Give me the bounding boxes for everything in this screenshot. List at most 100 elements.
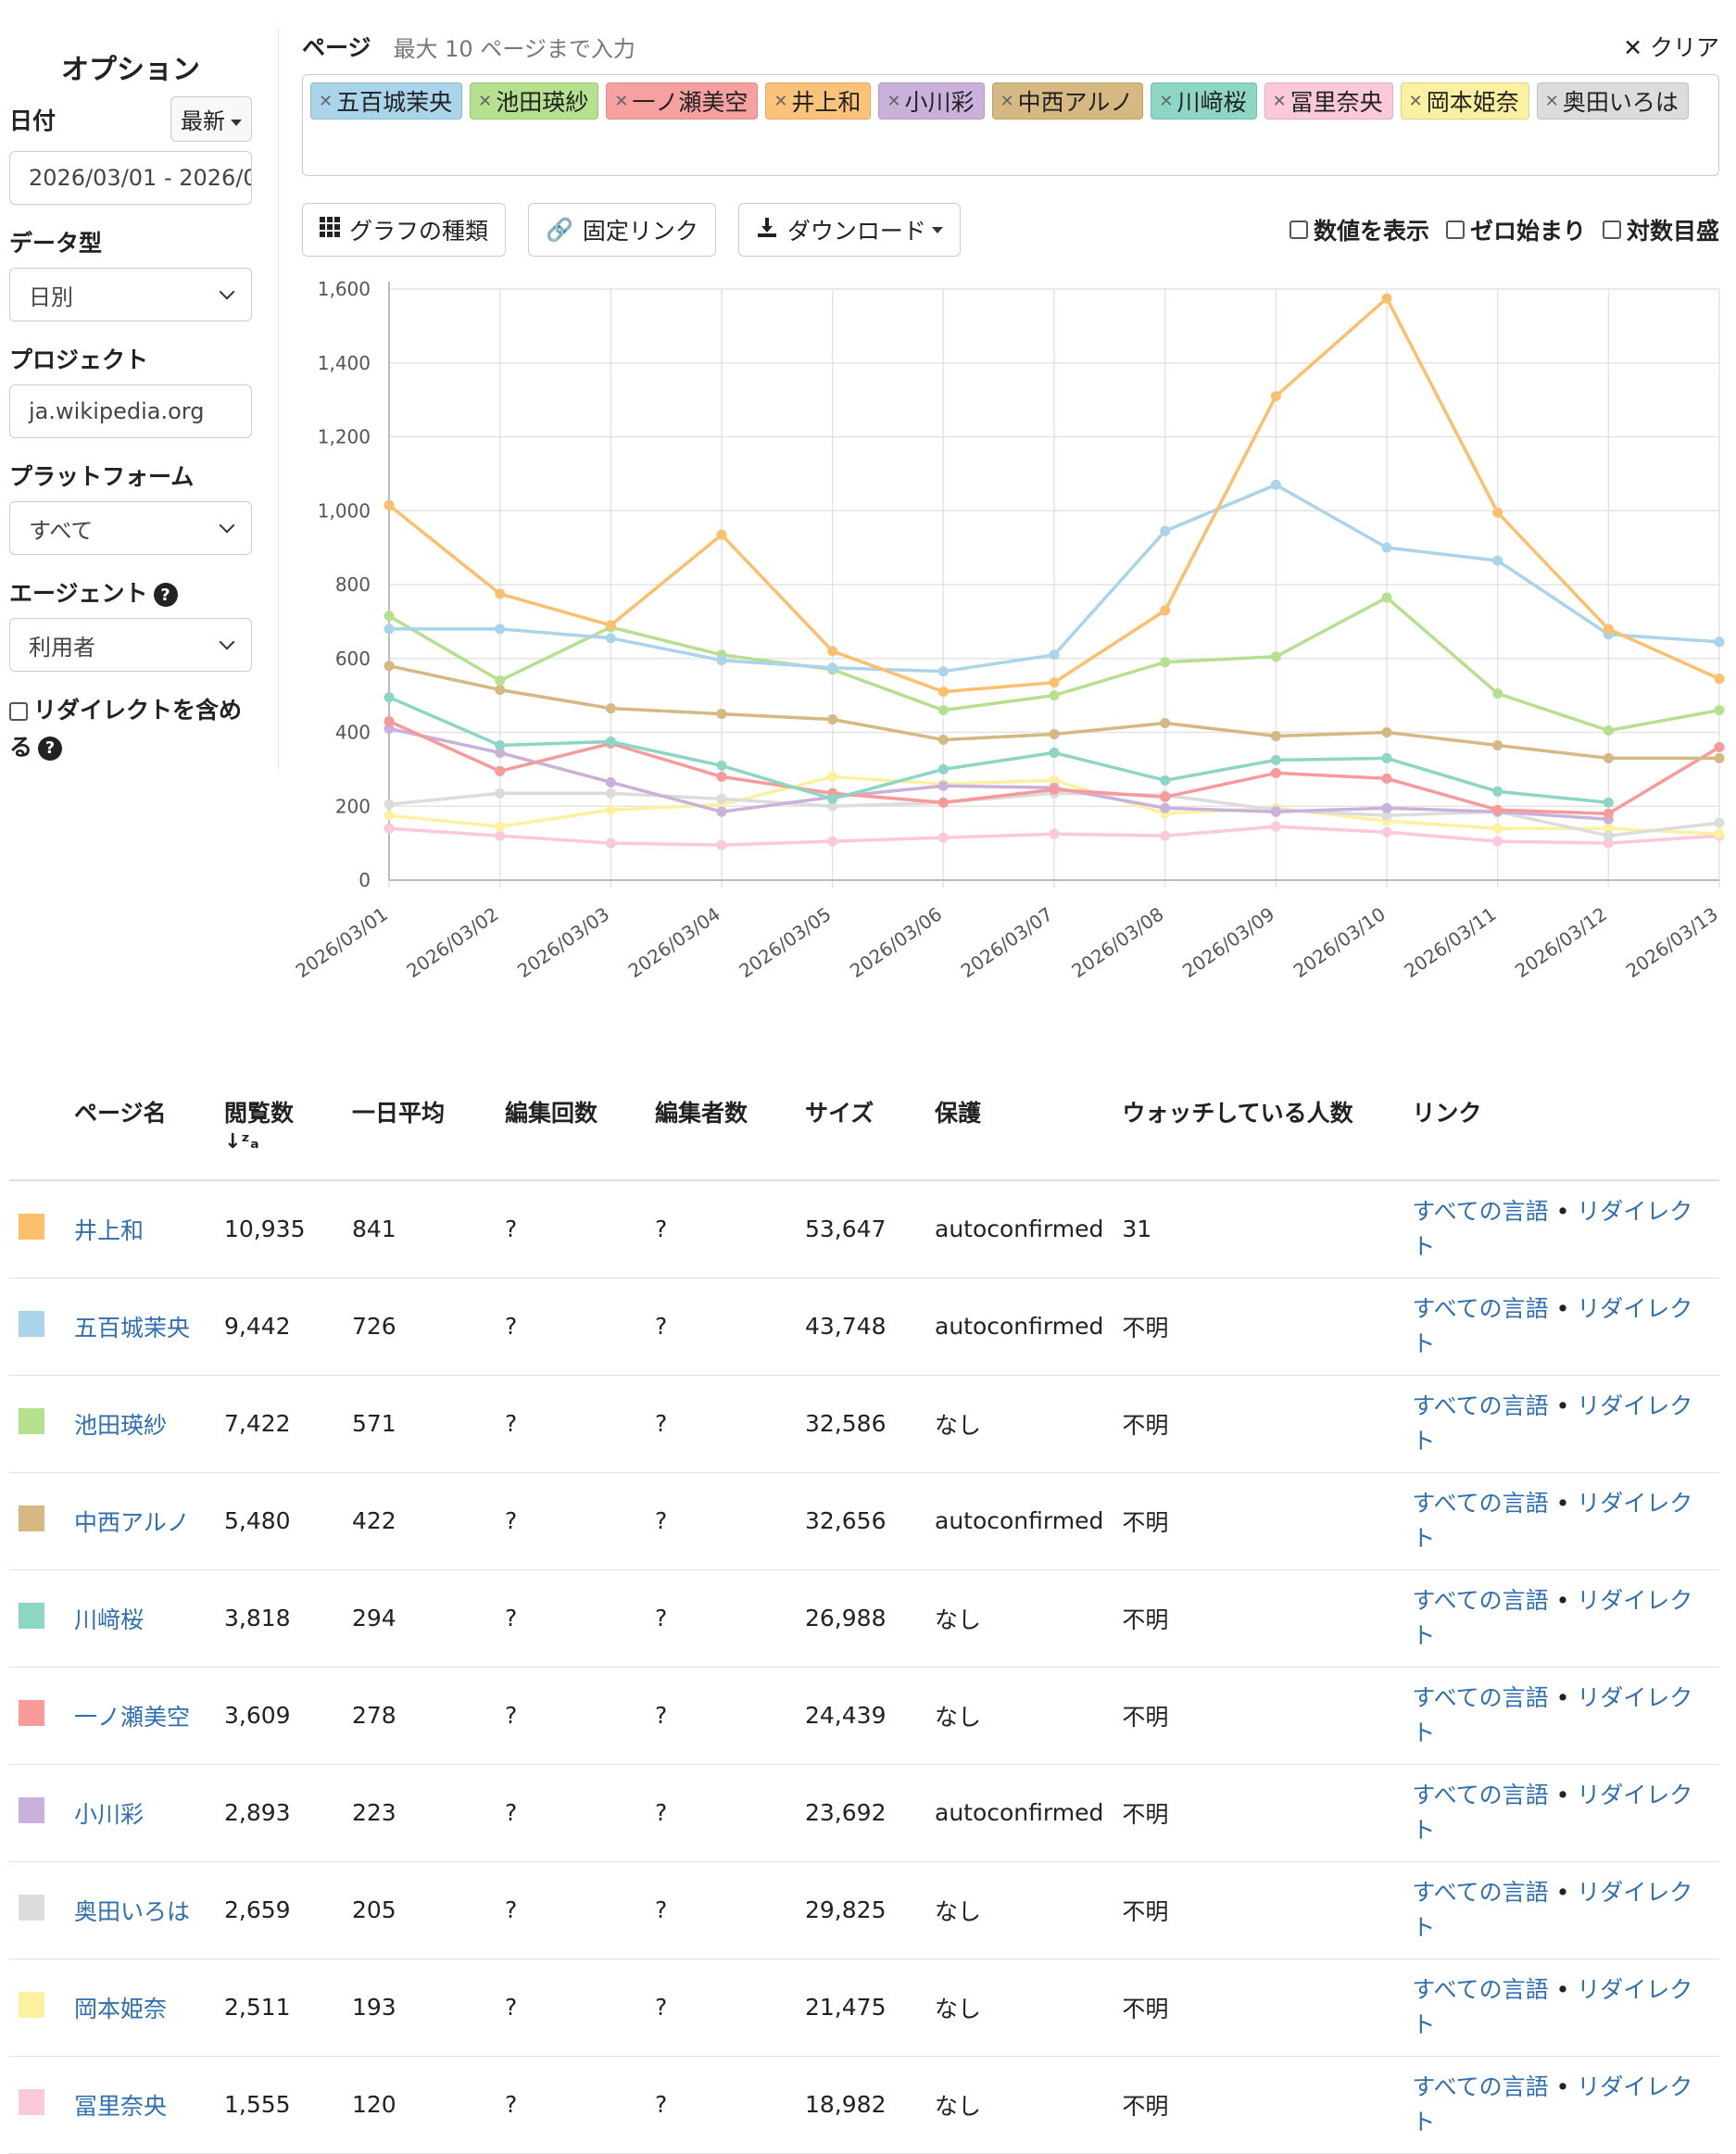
all-languages-link[interactable]: すべての言語: [1412, 1392, 1549, 1419]
edits-cell: ?: [496, 1375, 646, 1473]
size-cell: 53,647: [796, 1180, 925, 1279]
begin-zero-option[interactable]: ゼロ始まり: [1445, 213, 1586, 246]
page-name-link[interactable]: 井上和: [74, 1216, 145, 1244]
show-values-option[interactable]: 数値を表示: [1289, 213, 1429, 246]
all-languages-link[interactable]: すべての言語: [1412, 1781, 1549, 1808]
data-point: [1049, 690, 1060, 701]
col-header-edits[interactable]: 編集回数: [496, 1084, 646, 1181]
chart-type-button[interactable]: グラフの種類: [302, 203, 507, 257]
platform-select[interactable]: すべて: [9, 501, 252, 555]
data-point: [1160, 775, 1171, 786]
col-header-watchers[interactable]: ウォッチしている人数: [1113, 1084, 1403, 1181]
col-header-protection[interactable]: 保護: [925, 1084, 1113, 1181]
clear-button[interactable]: ✕ クリア: [1623, 30, 1719, 63]
page-name-cell: 奥田いろは: [65, 1861, 215, 1959]
log-scale-checkbox[interactable]: [1602, 220, 1621, 239]
page-tag[interactable]: ✕ 小川彩: [878, 82, 985, 120]
agent-select[interactable]: 利用者: [9, 618, 252, 672]
redirects-link[interactable]: リダイレクト: [1412, 1683, 1693, 1746]
redirects-link[interactable]: リダイレクト: [1412, 1489, 1693, 1552]
col-header-size[interactable]: サイズ: [796, 1084, 925, 1181]
redirects-link[interactable]: リダイレクト: [1412, 1878, 1693, 1941]
page-tag[interactable]: ✕ 中西アルノ: [991, 82, 1144, 120]
remove-tag-icon[interactable]: ✕: [887, 91, 901, 111]
redirects-link[interactable]: リダイレクト: [1412, 1197, 1693, 1260]
page-tag-label: 小川彩: [904, 89, 975, 116]
page-name-link[interactable]: 奥田いろは: [74, 1897, 191, 1925]
protection-cell: なし: [925, 1861, 1113, 1959]
remove-tag-icon[interactable]: ✕: [1408, 91, 1423, 111]
remove-tag-icon[interactable]: ✕: [1544, 91, 1559, 111]
log-scale-option[interactable]: 対数目盛: [1602, 213, 1719, 246]
daily-average-cell: 223: [343, 1764, 496, 1862]
date-range-input[interactable]: 2026/03/01 - 2026/03/13: [9, 151, 252, 205]
remove-tag-icon[interactable]: ✕: [478, 91, 493, 111]
page-tag[interactable]: ✕ 冨里奈央: [1264, 82, 1393, 120]
all-languages-link[interactable]: すべての言語: [1412, 1586, 1549, 1614]
daily-average-cell: 294: [343, 1569, 496, 1668]
all-languages-link[interactable]: すべての言語: [1412, 1197, 1549, 1225]
editors-cell: ?: [646, 1764, 796, 1862]
col-header-views[interactable]: 閲覧数 ↓ᶻₐ: [215, 1084, 343, 1181]
help-icon[interactable]: ?: [38, 737, 63, 761]
page-name-link[interactable]: 池田瑛紗: [74, 1411, 168, 1439]
download-button[interactable]: ダウンロード: [737, 203, 961, 257]
data-point: [1049, 677, 1060, 688]
data-point: [1270, 754, 1281, 765]
col-header-editors[interactable]: 編集者数: [646, 1084, 796, 1181]
remove-tag-icon[interactable]: ✕: [1159, 91, 1174, 111]
links-cell: すべての言語 • リダイレクト: [1403, 1764, 1719, 1862]
redirects-link[interactable]: リダイレクト: [1412, 1586, 1693, 1649]
page-tag[interactable]: ✕ 岡本姫奈: [1400, 82, 1529, 120]
col-header-page-name[interactable]: ページ名: [65, 1084, 215, 1181]
project-input[interactable]: ja.wikipedia.org: [9, 384, 252, 438]
all-languages-link[interactable]: すべての言語: [1412, 1489, 1549, 1517]
page-tag[interactable]: ✕ 池田瑛紗: [470, 82, 599, 120]
page-name-link[interactable]: 中西アルノ: [74, 1508, 190, 1536]
remove-tag-icon[interactable]: ✕: [774, 91, 788, 111]
redirects-link[interactable]: リダイレクト: [1412, 2072, 1693, 2135]
all-languages-link[interactable]: すべての言語: [1412, 1975, 1549, 2003]
page-name-link[interactable]: 一ノ瀬美空: [74, 1703, 191, 1731]
show-values-checkbox[interactable]: [1289, 220, 1308, 239]
edits-cell: ?: [496, 1959, 646, 2057]
remove-tag-icon[interactable]: ✕: [319, 91, 333, 111]
all-languages-link[interactable]: すべての言語: [1412, 1683, 1549, 1711]
data-point: [1603, 752, 1614, 763]
data-point: [384, 624, 395, 635]
date-preset-button[interactable]: 最新: [170, 96, 252, 142]
redirects-link[interactable]: リダイレクト: [1412, 1392, 1693, 1455]
page-name-link[interactable]: 五百城茉央: [74, 1314, 191, 1342]
redirects-link[interactable]: リダイレクト: [1412, 1975, 1693, 2038]
page-name-link[interactable]: 冨里奈央: [74, 2092, 168, 2120]
page-tag[interactable]: ✕ 井上和: [765, 82, 872, 120]
page-name-link[interactable]: 岡本姫奈: [74, 1995, 168, 2022]
data-point: [1492, 823, 1503, 834]
remove-tag-icon[interactable]: ✕: [614, 91, 629, 111]
begin-zero-checkbox[interactable]: [1445, 220, 1465, 239]
x-tick-label: 2026/03/02: [402, 902, 502, 982]
page-tag[interactable]: ✕ 一ノ瀬美空: [606, 82, 759, 120]
permalink-button[interactable]: 🔗 固定リンク: [528, 203, 716, 257]
series-color-swatch: [19, 1310, 44, 1337]
redirects-link[interactable]: リダイレクト: [1412, 1294, 1693, 1357]
all-languages-link[interactable]: すべての言語: [1412, 1294, 1549, 1322]
all-languages-link[interactable]: すべての言語: [1412, 2072, 1549, 2100]
col-header-daily-average[interactable]: 一日平均: [343, 1084, 496, 1181]
edits-cell: ?: [496, 2056, 646, 2154]
all-languages-link[interactable]: すべての言語: [1412, 1878, 1549, 1906]
page-tag[interactable]: ✕ 五百城茉央: [310, 82, 463, 120]
page-tag[interactable]: ✕ 川﨑桜: [1151, 82, 1257, 120]
remove-tag-icon[interactable]: ✕: [1000, 91, 1014, 111]
pages-tag-input[interactable]: ✕ 五百城茉央 ✕ 池田瑛紗 ✕ 一ノ瀬美空 ✕ 井上和 ✕ 小川彩 ✕ 中西アルノ ✕ 川﨑桜 ✕ 冨里奈央…: [302, 74, 1719, 176]
help-icon[interactable]: ?: [153, 583, 178, 607]
datatype-value: 日別: [29, 283, 73, 310]
redirect-checkbox[interactable]: [9, 702, 28, 721]
data-point: [1603, 808, 1614, 819]
page-tag[interactable]: ✕ 奥田いろは: [1536, 82, 1689, 120]
remove-tag-icon[interactable]: ✕: [1272, 91, 1287, 111]
page-name-link[interactable]: 川﨑桜: [74, 1606, 145, 1633]
datatype-select[interactable]: 日別: [9, 268, 252, 321]
page-name-link[interactable]: 小川彩: [74, 1800, 145, 1828]
redirects-link[interactable]: リダイレクト: [1412, 1781, 1693, 1844]
